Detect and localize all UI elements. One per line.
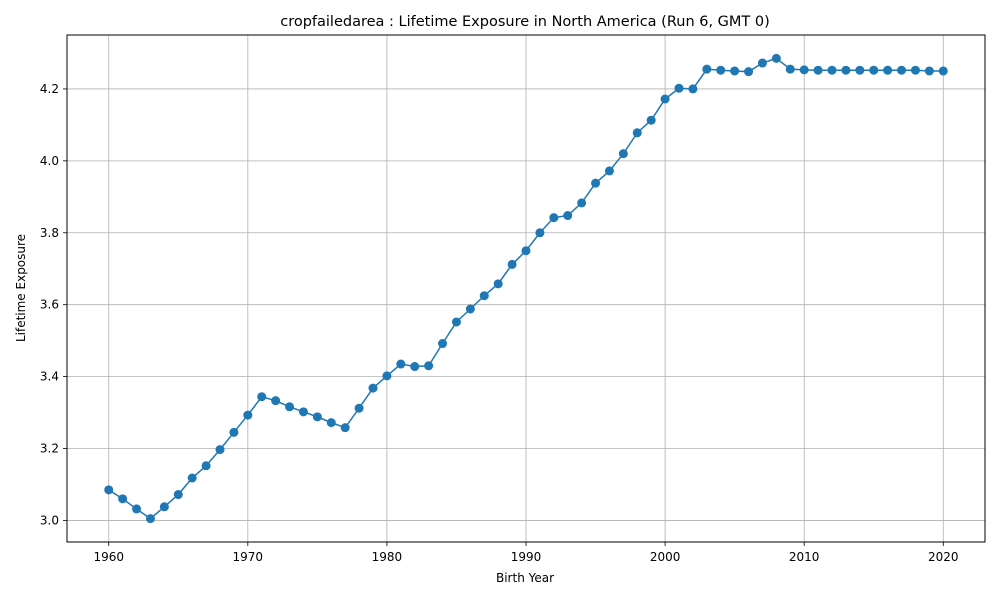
data-point bbox=[646, 115, 656, 125]
data-point bbox=[229, 427, 239, 437]
data-point bbox=[841, 65, 851, 75]
y-tick-label: 3.0 bbox=[40, 513, 59, 527]
data-point bbox=[827, 65, 837, 75]
data-point bbox=[215, 445, 225, 455]
data-point bbox=[883, 65, 893, 75]
data-point bbox=[132, 504, 142, 514]
axis-ticks: 1960 1970 1980 1990 2000 2010 2020 3.0 3.2 3.4 3.6… bbox=[40, 82, 959, 564]
data-point bbox=[145, 514, 155, 524]
data-point bbox=[771, 53, 781, 63]
data-point bbox=[104, 485, 114, 495]
data-point bbox=[396, 359, 406, 369]
y-tick-label: 3.8 bbox=[40, 226, 59, 240]
data-point bbox=[438, 339, 448, 349]
data-point bbox=[604, 166, 614, 176]
data-point bbox=[688, 84, 698, 94]
data-point bbox=[493, 279, 503, 289]
data-point bbox=[591, 178, 601, 188]
data-point bbox=[813, 65, 823, 75]
data-point bbox=[924, 66, 934, 76]
data-point bbox=[535, 228, 545, 238]
data-point bbox=[368, 383, 378, 393]
x-tick-label: 1970 bbox=[233, 550, 264, 564]
series-layer bbox=[104, 53, 948, 524]
data-point bbox=[897, 65, 907, 75]
x-tick-label: 2000 bbox=[650, 550, 681, 564]
x-axis-label: Birth Year bbox=[496, 571, 554, 585]
data-point bbox=[173, 490, 183, 500]
data-point bbox=[201, 461, 211, 471]
data-point bbox=[187, 473, 197, 483]
data-point bbox=[243, 410, 253, 420]
data-point bbox=[257, 392, 267, 402]
data-point bbox=[577, 198, 587, 208]
data-point bbox=[730, 66, 740, 76]
y-tick-label: 4.0 bbox=[40, 154, 59, 168]
data-point bbox=[159, 502, 169, 512]
data-point bbox=[702, 64, 712, 74]
data-point bbox=[660, 94, 670, 104]
data-point bbox=[785, 64, 795, 74]
data-point bbox=[744, 67, 754, 77]
data-point bbox=[479, 291, 489, 301]
data-point bbox=[507, 259, 517, 269]
data-point bbox=[410, 362, 420, 372]
x-tick-label: 1990 bbox=[511, 550, 542, 564]
data-point bbox=[632, 128, 642, 138]
data-point bbox=[716, 65, 726, 75]
data-point bbox=[271, 396, 281, 406]
y-tick-label: 4.2 bbox=[40, 82, 59, 96]
data-point bbox=[521, 246, 531, 256]
data-point bbox=[285, 402, 295, 412]
y-tick-label: 3.4 bbox=[40, 370, 59, 384]
data-point bbox=[326, 418, 336, 428]
data-point bbox=[757, 58, 767, 68]
x-tick-label: 1960 bbox=[93, 550, 124, 564]
data-point bbox=[869, 65, 879, 75]
data-point bbox=[118, 494, 128, 504]
x-tick-label: 1980 bbox=[372, 550, 403, 564]
y-axis-label: Lifetime Exposure bbox=[14, 234, 28, 342]
data-point bbox=[312, 412, 322, 422]
data-point bbox=[382, 371, 392, 381]
y-tick-label: 3.6 bbox=[40, 298, 59, 312]
data-point bbox=[910, 65, 920, 75]
data-point bbox=[340, 423, 350, 433]
data-point bbox=[563, 211, 573, 221]
data-point bbox=[799, 65, 809, 75]
data-point bbox=[855, 65, 865, 75]
data-point bbox=[618, 149, 628, 159]
data-point bbox=[674, 83, 684, 93]
data-point bbox=[465, 304, 475, 314]
data-point bbox=[354, 403, 364, 413]
data-point bbox=[938, 66, 948, 76]
data-point bbox=[298, 407, 308, 417]
x-tick-label: 2010 bbox=[789, 550, 820, 564]
chart-title: cropfailedarea : Lifetime Exposure in No… bbox=[280, 14, 770, 30]
y-tick-label: 3.2 bbox=[40, 442, 59, 456]
grid-lines bbox=[67, 35, 985, 542]
data-point bbox=[451, 317, 461, 327]
x-tick-label: 2020 bbox=[928, 550, 959, 564]
data-point bbox=[549, 213, 559, 223]
data-point bbox=[424, 361, 434, 371]
